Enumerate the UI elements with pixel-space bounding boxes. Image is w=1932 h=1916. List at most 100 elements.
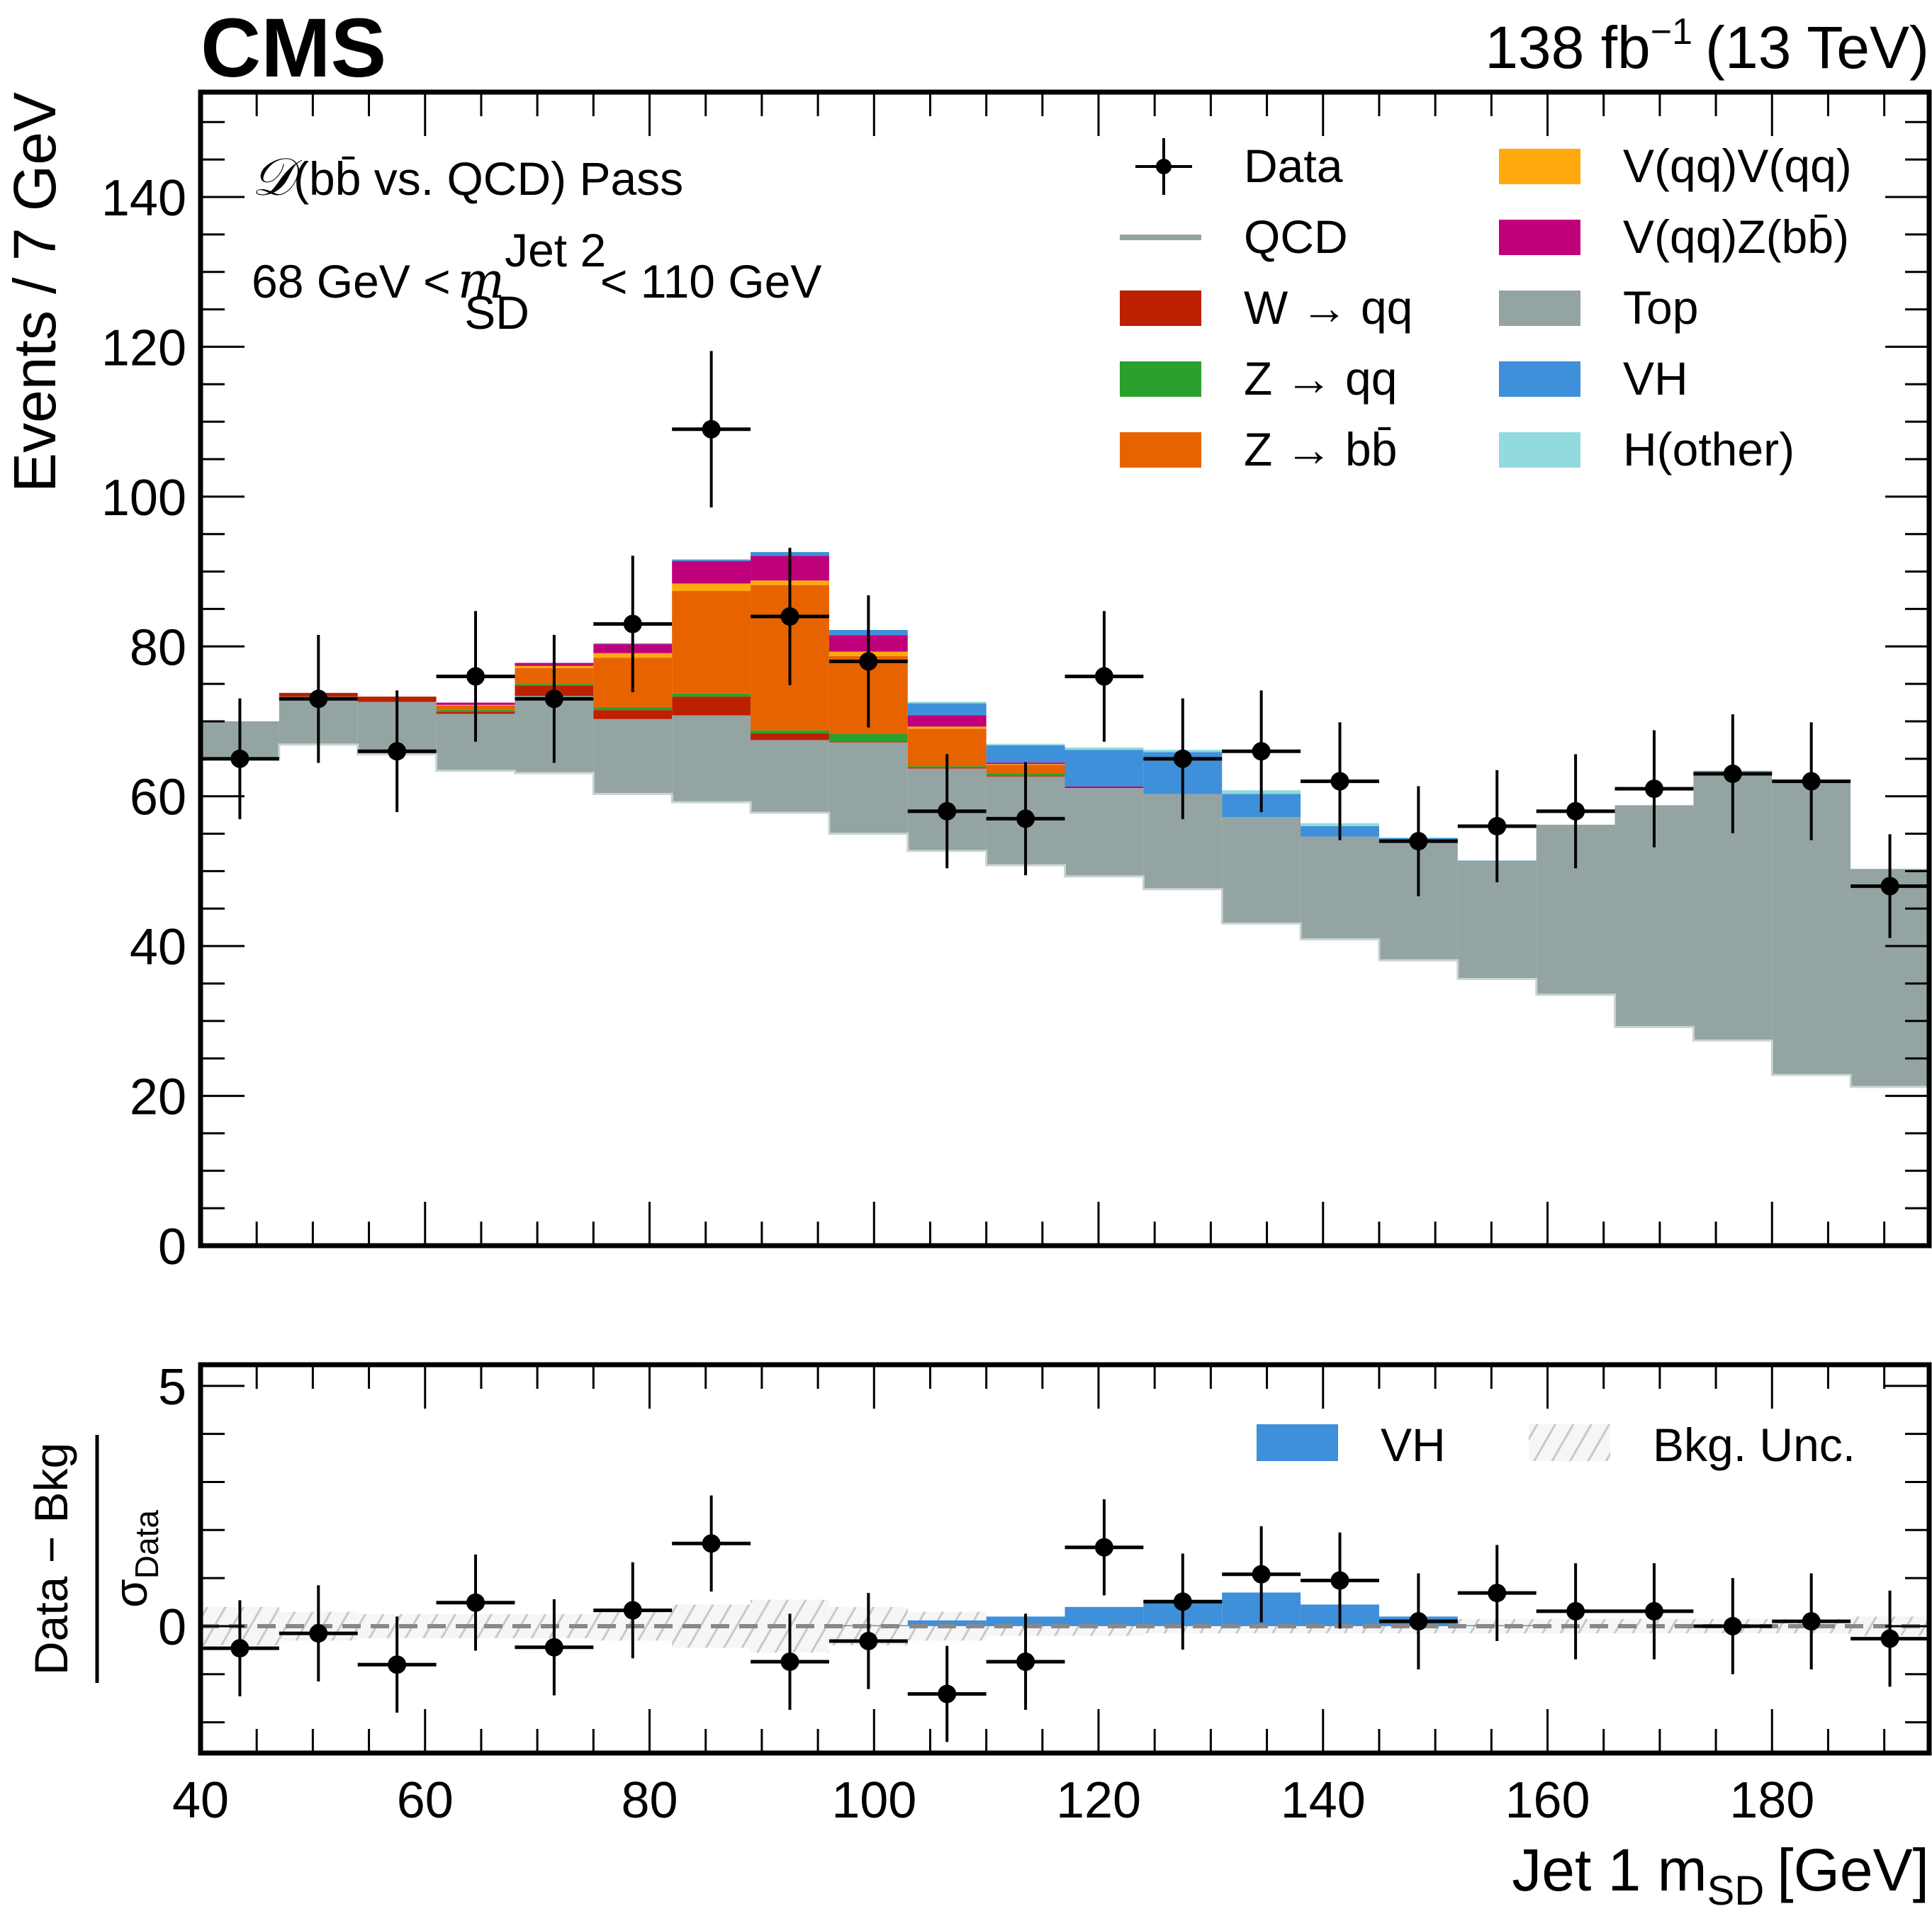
data-marker bbox=[1566, 801, 1585, 821]
legend-entry-vv: V(qq)V(qq) bbox=[1499, 140, 1852, 192]
data-point bbox=[751, 548, 829, 685]
ratio-point bbox=[357, 1616, 437, 1713]
qcd-line bbox=[201, 743, 1929, 1088]
data-point bbox=[1850, 834, 1929, 938]
legend-swatch bbox=[1120, 432, 1201, 468]
luminosity-label: 138 fb−1 (13 TeV) bbox=[1485, 11, 1929, 81]
bar-top bbox=[1222, 817, 1301, 924]
sigma-subscript: Data bbox=[128, 1510, 165, 1579]
data-point bbox=[515, 634, 594, 763]
bar-zqq bbox=[672, 693, 751, 697]
legend-swatch bbox=[1499, 149, 1580, 184]
bar-top bbox=[672, 715, 751, 803]
ratio-point bbox=[201, 1600, 279, 1696]
ratio-point bbox=[593, 1562, 673, 1659]
ratio-marker bbox=[1723, 1616, 1742, 1635]
data-marker bbox=[1723, 765, 1742, 783]
ratio-point bbox=[1222, 1526, 1301, 1623]
ratio-ylabel-numerator: Data − Bkg bbox=[25, 1443, 77, 1675]
x-tick-label: 80 bbox=[621, 1772, 678, 1829]
bar-hother bbox=[907, 701, 987, 704]
y-tick-label: 0 bbox=[158, 1219, 186, 1275]
mass-sub: SD bbox=[464, 286, 529, 339]
data-point bbox=[907, 754, 987, 869]
legend-label: V(qq)Z(bb̄) bbox=[1623, 210, 1849, 263]
region-label: 𝒟(bb̄ vs. QCD) Pass bbox=[252, 147, 683, 208]
ratio-y-tick-label: 0 bbox=[158, 1599, 186, 1656]
data-marker bbox=[230, 749, 249, 768]
data-point bbox=[436, 611, 515, 742]
ratio-marker bbox=[544, 1638, 563, 1657]
ratio-point bbox=[1378, 1573, 1458, 1669]
data-marker bbox=[388, 742, 407, 761]
legend-swatch bbox=[1499, 361, 1580, 397]
ratio-marker bbox=[1566, 1601, 1585, 1621]
x-tick-label: 120 bbox=[1056, 1772, 1141, 1829]
data-marker bbox=[309, 689, 328, 709]
data-point bbox=[1378, 786, 1458, 896]
bar-w bbox=[751, 733, 829, 740]
ratio-marker bbox=[1644, 1601, 1663, 1621]
y-tick-label: 40 bbox=[130, 919, 186, 976]
x-tick-label: 160 bbox=[1505, 1772, 1590, 1829]
legend-swatch bbox=[1120, 291, 1201, 326]
bar-zqq bbox=[593, 706, 673, 711]
bar-vv bbox=[907, 726, 987, 729]
main-axis-ticks: 0 20 40 60 80 100 120 140 40 60 80 100 120 140 160 180 bbox=[101, 92, 1929, 1829]
legend-entry-zqq: Z → qq bbox=[1120, 352, 1397, 405]
ratio-marker bbox=[230, 1639, 249, 1658]
ratio-point bbox=[907, 1645, 987, 1742]
ratio-point bbox=[1457, 1545, 1537, 1641]
ratio-point bbox=[1772, 1573, 1851, 1669]
main-plot-frame bbox=[198, 89, 1932, 1249]
sigma-symbol: σ bbox=[104, 1579, 157, 1608]
bar-zqq bbox=[829, 733, 908, 742]
ratio-point bbox=[751, 1613, 829, 1710]
legend-entry-top: Top bbox=[1499, 281, 1698, 334]
legend-entry-data: Data bbox=[1135, 138, 1343, 195]
ratio-marker bbox=[1330, 1571, 1349, 1590]
y-tick-label: 60 bbox=[130, 770, 186, 826]
region-text: (bb̄ vs. QCD) Pass bbox=[293, 152, 683, 205]
y-tick-label: 80 bbox=[130, 619, 186, 676]
data-point bbox=[1065, 611, 1144, 742]
bar-vh bbox=[1065, 750, 1144, 787]
bar-vzbb bbox=[907, 715, 987, 727]
ratio-point bbox=[1536, 1563, 1615, 1659]
ratio-point bbox=[436, 1554, 515, 1651]
bar-vzbb bbox=[672, 560, 751, 584]
legend-entry-w: W → qq bbox=[1120, 281, 1413, 334]
lumi-value: 138 fb bbox=[1485, 14, 1651, 81]
legend-entry-vzbb: V(qq)Z(bb̄) bbox=[1499, 210, 1849, 263]
legend-label: H(other) bbox=[1623, 423, 1795, 475]
data-point bbox=[593, 556, 673, 692]
ratio-point bbox=[986, 1613, 1065, 1710]
ratio-point bbox=[1065, 1499, 1144, 1596]
ratio-point bbox=[672, 1495, 751, 1592]
bar-zqq bbox=[751, 730, 829, 733]
data-marker bbox=[1252, 742, 1271, 761]
bar-top bbox=[1301, 836, 1379, 940]
ratio-marker bbox=[1488, 1584, 1507, 1603]
legend-swatch bbox=[1529, 1424, 1610, 1461]
mass-window-label: 68 GeV < mJet 2 SD < 110 GeV bbox=[252, 224, 821, 339]
legend-entry-zbb: Z → bb̄ bbox=[1120, 423, 1397, 475]
bar-w bbox=[829, 741, 908, 743]
y-tick-label: 140 bbox=[101, 170, 186, 227]
data-point bbox=[1693, 714, 1773, 833]
bar-zbb bbox=[672, 591, 751, 694]
data-point bbox=[357, 690, 437, 813]
data-point bbox=[1536, 754, 1615, 869]
ratio-axis-ticks: 05 bbox=[158, 1359, 1929, 1724]
bar-vh-ratio bbox=[907, 1620, 987, 1626]
legend-entry-vh: VH bbox=[1499, 352, 1688, 405]
x-tick-label: 180 bbox=[1729, 1772, 1814, 1829]
legend-entry-qcd: QCD bbox=[1120, 210, 1348, 263]
x-tick-label: 40 bbox=[172, 1772, 229, 1829]
bar-hother bbox=[1065, 748, 1144, 750]
ratio-point bbox=[1693, 1578, 1773, 1674]
legend-label: VH bbox=[1381, 1419, 1446, 1471]
legend-label: Data bbox=[1244, 140, 1343, 192]
legend-swatch bbox=[1499, 291, 1580, 326]
data-marker bbox=[623, 614, 642, 633]
